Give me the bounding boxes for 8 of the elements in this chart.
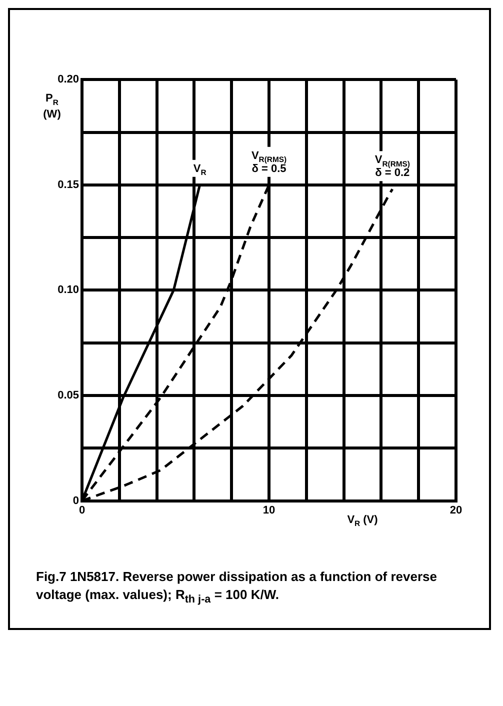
- x-tick-label: 20: [449, 504, 462, 516]
- y-tick-label: 0.20: [57, 74, 78, 86]
- y-tick-label: 0.15: [57, 178, 78, 191]
- y-tick-label: 0.10: [57, 284, 78, 296]
- y-tick-label: 0: [72, 494, 78, 507]
- y-tick-label: 0.05: [57, 390, 78, 402]
- x-tick-label: 10: [262, 504, 275, 516]
- caption: Fig.7 1N5817. Reverse power dissipation as a function of reverse voltage (max. values); R$_{th j-a}$ = 100 K/W.: [36, 568, 438, 608]
